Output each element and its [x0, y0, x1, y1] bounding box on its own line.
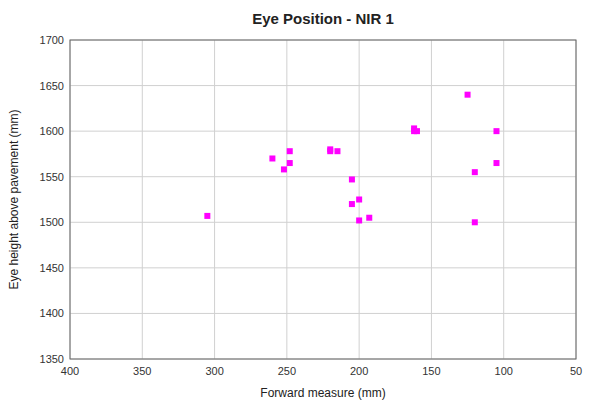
- title: Eye Position - NIR 1: [252, 10, 394, 27]
- scatter-point: [414, 128, 420, 134]
- x-tick-label: 150: [422, 365, 440, 377]
- x-tick-label: 200: [350, 365, 368, 377]
- x-grid-line: [503, 40, 504, 359]
- scatter-point: [334, 148, 340, 154]
- scatter-point: [465, 92, 471, 98]
- y-grid-line: [70, 267, 576, 268]
- x-tick-label: 300: [205, 365, 223, 377]
- scatter-point: [366, 215, 372, 221]
- y-tick-label: 1650: [40, 80, 64, 92]
- y-tick-label: 1600: [40, 125, 64, 137]
- x-tick-label: 50: [570, 365, 582, 377]
- x-grid-line: [431, 40, 432, 359]
- x-grid-line: [214, 40, 215, 359]
- scatter-point: [287, 148, 293, 154]
- y-grid-line: [70, 131, 576, 132]
- y-tick-label: 1450: [40, 262, 64, 274]
- y-tick-label: 1350: [40, 353, 64, 365]
- scatter-point: [327, 148, 333, 154]
- y-tick-label: 1550: [40, 171, 64, 183]
- x-tick-label: 400: [61, 365, 79, 377]
- x-axis-label: Forward measure (mm): [260, 386, 385, 400]
- scatter-point: [472, 169, 478, 175]
- y-tick-label: 1500: [40, 216, 64, 228]
- y-grid-line: [70, 176, 576, 177]
- scatter-point: [356, 217, 362, 223]
- scatter-point: [493, 128, 499, 134]
- plot-background: [70, 40, 576, 359]
- y-grid-line: [70, 313, 576, 314]
- y-axis-label: Eye height above pavement (mm): [7, 109, 21, 289]
- scatter-point: [281, 166, 287, 172]
- y-tick-label: 1700: [40, 34, 64, 46]
- scatter-point: [472, 219, 478, 225]
- scatter-point: [349, 176, 355, 182]
- x-tick-label: 250: [278, 365, 296, 377]
- scatter-point: [493, 160, 499, 166]
- grid: [70, 40, 576, 359]
- x-tick-label: 100: [495, 365, 513, 377]
- x-grid-line: [142, 40, 143, 359]
- x-grid-line: [286, 40, 287, 359]
- points: [204, 92, 499, 226]
- y-grid-line: [70, 85, 576, 86]
- scatter-point: [356, 197, 362, 203]
- y-tick-label: 1400: [40, 307, 64, 319]
- scatter-point: [204, 213, 210, 219]
- scatter-point: [269, 155, 275, 161]
- plot-frame: [70, 40, 576, 359]
- chart: 400 350 300 250 200 150 100 50 1350 1400 1450 1500 1…: [0, 0, 600, 409]
- y-grid-line: [70, 222, 576, 223]
- scatter-point: [349, 201, 355, 207]
- scatter-point: [287, 160, 293, 166]
- x-tick-label: 350: [133, 365, 151, 377]
